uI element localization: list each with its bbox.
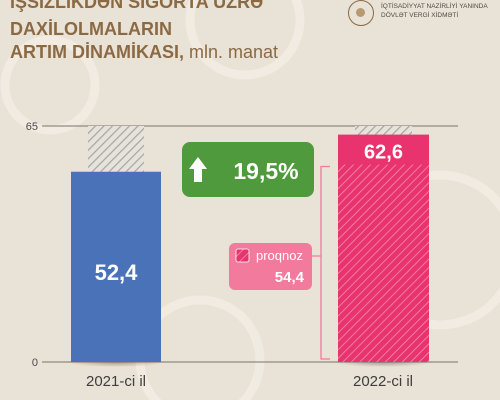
bars-layer: 52,4 62,6 bbox=[66, 126, 434, 367]
growth-badge-background bbox=[182, 142, 314, 197]
organization-name-line-1: İQTİSADİYYAT NAZİRLİYİ YANINDA bbox=[381, 3, 488, 10]
bar-value-label-2022: 62,6 bbox=[364, 142, 403, 164]
y-tick-label-max: 65 bbox=[26, 121, 38, 133]
bar-value-label-2021: 52,4 bbox=[95, 260, 139, 285]
growth-value: 19,5% bbox=[233, 158, 298, 184]
chart-title-line-3: ARTIM DİNAMİKASI, mln. manat bbox=[10, 41, 278, 63]
x-tick-label-2021: 2021-ci il bbox=[86, 373, 146, 390]
y-tick-label-min: 0 bbox=[32, 357, 38, 369]
forecast-label: proqnoz bbox=[256, 248, 303, 263]
forecast-bracket bbox=[320, 165, 330, 360]
chart-title-unit: mln. manat bbox=[184, 42, 279, 62]
forecast-value: 54,4 bbox=[275, 269, 305, 286]
arrow-up-icon bbox=[189, 157, 207, 182]
bar-remainder-2022 bbox=[355, 126, 412, 135]
organization-name-line-2: DÖVLƏT VERGİ XİDMƏTİ bbox=[381, 12, 459, 19]
bar-remainder-2021 bbox=[88, 126, 144, 172]
x-tick-label-2022: 2022-ci il bbox=[353, 373, 413, 390]
forecast-legend: proqnoz 54,4 bbox=[229, 243, 321, 290]
bar-forecast-2022 bbox=[338, 164, 429, 362]
forecast-hatch-swatch bbox=[235, 248, 250, 263]
chart-title-line-2: DAXİLOLMALARIN bbox=[10, 19, 172, 39]
growth-badge: 19,5% bbox=[182, 142, 314, 197]
chart-title-line-1: İŞSİZLİKDƏN SIĞORTA ÜZRƏ bbox=[10, 0, 264, 12]
bar-2021 bbox=[71, 171, 161, 362]
organization-name: İQTİSADİYYAT NAZİRLİYİ YANINDA DÖVLƏT VE… bbox=[381, 2, 500, 20]
organization-header: İQTİSADİYYAT NAZİRLİYİ YANINDA DÖVLƏT VE… bbox=[348, 0, 500, 32]
forecast-legend-background bbox=[229, 243, 312, 290]
state-emblem-icon bbox=[348, 0, 374, 26]
chart-title-bold: ARTIM DİNAMİKASI, bbox=[10, 42, 184, 62]
bar-increment-2022 bbox=[338, 134, 429, 165]
